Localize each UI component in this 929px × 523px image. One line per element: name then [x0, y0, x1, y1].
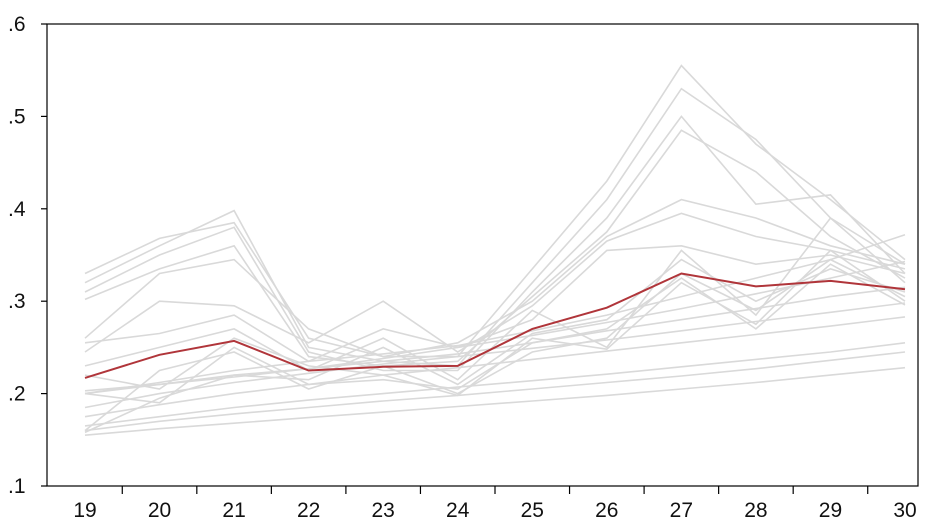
background-series-line-15 [84, 286, 906, 395]
y-axis: .1 .2 .3 .4 .5 .6 [8, 13, 47, 498]
plot-frame [46, 23, 919, 487]
y-tick-label: .3 [8, 290, 26, 313]
background-series-line-8 [84, 216, 906, 381]
background-series-line-10 [84, 263, 906, 404]
x-tick-label: 23 [372, 499, 395, 522]
background-series-line-2 [84, 87, 906, 367]
background-series-line-13 [84, 260, 906, 392]
highlight-series-group [84, 272, 906, 379]
background-series-line-7 [84, 244, 906, 363]
x-tick-label: 28 [744, 499, 767, 522]
x-tick-label: 29 [819, 499, 842, 522]
y-tick-label: .5 [8, 105, 26, 128]
x-axis: 19 20 21 22 23 24 25 26 27 28 29 30 [73, 486, 917, 522]
x-tick-label: 20 [148, 499, 171, 522]
background-series-line-11 [84, 258, 906, 432]
background-series-line-14 [84, 233, 906, 395]
x-tick-label: 27 [670, 499, 693, 522]
background-series-line-20 [84, 366, 906, 436]
x-tick-label: 30 [893, 499, 916, 522]
x-tick-label: 24 [446, 499, 470, 522]
background-series-line-19 [84, 351, 906, 432]
x-tick-label: 19 [73, 499, 96, 522]
y-tick-label: .6 [8, 13, 26, 36]
background-series-line-5 [84, 198, 906, 358]
background-series-line-6 [84, 212, 906, 353]
x-tick-label: 26 [595, 499, 618, 522]
y-tick-label: .1 [8, 475, 26, 498]
highlight-series-line [84, 272, 906, 379]
background-series-line-17 [84, 316, 906, 418]
background-series-group [84, 64, 906, 436]
background-series-line-18 [84, 342, 906, 427]
x-tick-label: 25 [521, 499, 544, 522]
x-tick-label: 21 [222, 499, 245, 522]
background-series-line-1 [84, 64, 906, 358]
y-tick-label: .4 [8, 198, 26, 221]
x-tick-label: 22 [297, 499, 320, 522]
background-series-line-3 [84, 115, 906, 372]
y-tick-label: .2 [8, 383, 26, 406]
background-series-line-16 [84, 302, 906, 409]
